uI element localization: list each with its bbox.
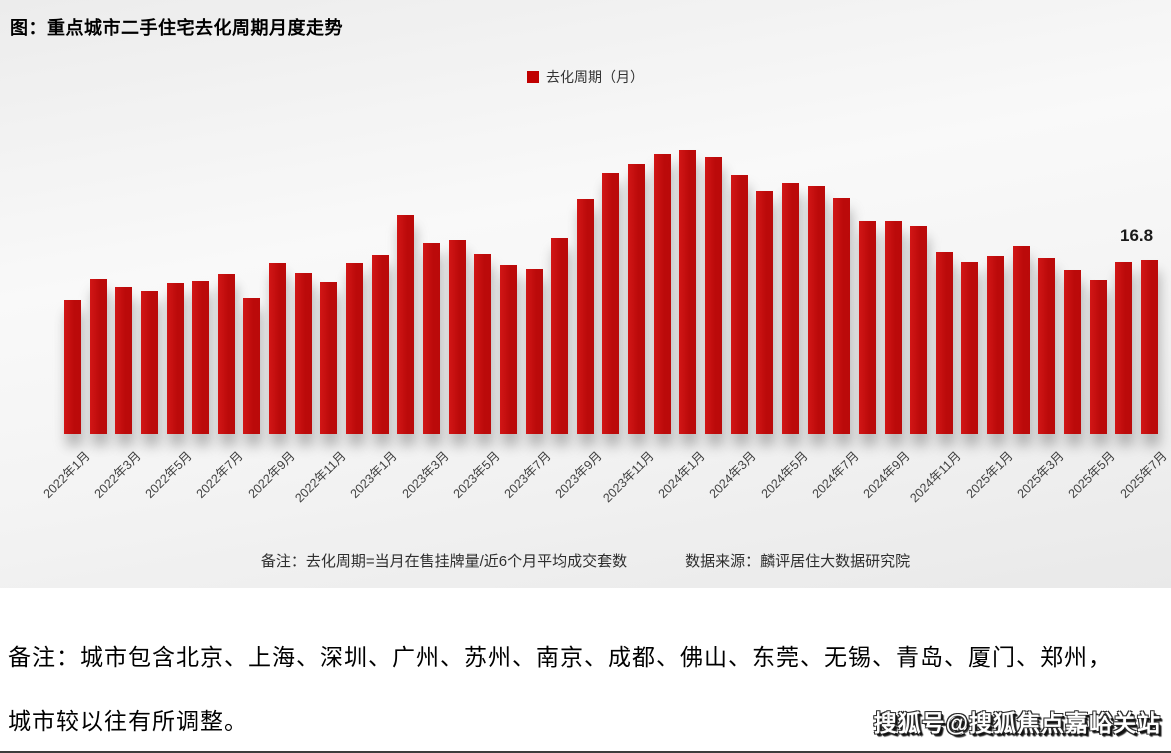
bar-2024年9月 [884, 221, 902, 434]
bar-2022年5月 [166, 283, 184, 434]
footnote-line2: 城市较以往有所调整。 [8, 709, 248, 734]
bar-2022年10月 [294, 273, 312, 434]
bar-2024年12月 [961, 262, 979, 434]
x-tick-label: 2025年5月 [1065, 448, 1118, 501]
chart-title: 图：重点城市二手住宅去化周期月度走势 [10, 18, 343, 38]
watermark: 搜狐号@搜狐焦点嘉峪关站 [873, 710, 1161, 736]
bar-2025年4月 [1063, 270, 1081, 434]
bar-2023年11月 [628, 164, 646, 434]
x-tick-label: 2025年1月 [963, 448, 1016, 501]
bar-2023年2月 [397, 215, 415, 434]
x-tick-label: 2024年3月 [706, 448, 759, 501]
bar-2023年6月 [499, 265, 517, 434]
bar-2023年1月 [371, 255, 389, 434]
x-tick-label: 2025年3月 [1014, 448, 1067, 501]
legend-color-swatch-icon [527, 71, 539, 83]
destocking-cycle-chart: 图：重点城市二手住宅去化周期月度走势 去化周期（月） 16.8 备注：去化周期=… [0, 0, 1171, 588]
last-value-label: 16.8 [1120, 226, 1154, 245]
legend-label: 去化周期（月） [546, 69, 644, 85]
x-tick-label: 2024年1月 [655, 448, 708, 501]
bar-2022年12月 [346, 263, 364, 434]
bar-2022年3月 [115, 287, 133, 434]
bar-2024年7月 [833, 198, 851, 434]
x-tick-label: 2023年5月 [450, 448, 503, 501]
footnote-line1: 备注：城市包含北京、上海、深圳、广州、苏州、南京、成都、佛山、东莞、无锡、青岛、… [8, 645, 1112, 670]
chart-notes: 备注：去化周期=当月在售挂牌量/近6个月平均成交套数 数据来源：麟评居住大数据研… [0, 550, 1171, 571]
bar-2022年6月 [192, 281, 210, 434]
bar-2024年1月 [679, 150, 697, 434]
bar-2023年8月 [551, 238, 569, 434]
x-tick-label: 2023年3月 [399, 448, 452, 501]
x-tick-label: 2022年5月 [142, 448, 195, 501]
x-tick-label: 2022年7月 [193, 448, 247, 501]
bar-2022年4月 [140, 291, 158, 434]
x-tick-label: 2022年1月 [40, 448, 93, 501]
x-tick-label: 2024年7月 [809, 448, 862, 501]
bar-2023年3月 [422, 243, 440, 434]
bar-2022年1月 [64, 300, 81, 434]
bars-container [64, 122, 1158, 434]
bar-2024年5月 [781, 183, 799, 434]
x-tick-label: 2024年11月 [907, 448, 965, 506]
x-tick-label: 2024年5月 [758, 448, 811, 501]
x-tick-label: 2022年3月 [91, 448, 144, 501]
bar-2022年8月 [243, 298, 261, 434]
bar-2022年2月 [89, 279, 107, 434]
bar-2022年9月 [269, 263, 287, 434]
bar-2025年6月 [1115, 262, 1133, 434]
bar-2024年11月 [935, 252, 953, 434]
bar-2024年3月 [730, 175, 748, 434]
bar-2024年8月 [858, 221, 876, 434]
bar-2023年9月 [576, 199, 594, 434]
note-definition: 备注：去化周期=当月在售挂牌量/近6个月平均成交套数 [260, 553, 628, 570]
x-tick-label: 2023年11月 [599, 448, 657, 506]
bar-2022年7月 [217, 274, 235, 434]
note-source: 数据来源：麟评居住大数据研究院 [685, 553, 911, 570]
bar-2024年4月 [756, 191, 774, 434]
bar-2024年6月 [807, 186, 825, 434]
bar-2024年2月 [705, 157, 723, 434]
x-tick-label: 2025年7月 [1117, 448, 1170, 501]
bar-2023年4月 [448, 240, 466, 434]
bar-2023年5月 [474, 254, 492, 434]
bar-2025年1月 [987, 256, 1005, 434]
bar-2022年11月 [320, 282, 338, 434]
x-tick-label: 2023年1月 [347, 448, 400, 501]
bar-2024年10月 [910, 226, 928, 434]
bar-2023年7月 [525, 269, 543, 434]
bar-2023年10月 [602, 173, 620, 434]
bar-2025年2月 [1012, 246, 1030, 434]
x-tick-label: 2022年11月 [292, 448, 349, 506]
x-tick-label: 2023年7月 [501, 448, 554, 501]
legend: 去化周期（月） [0, 67, 1171, 87]
bar-2025年3月 [1038, 258, 1056, 434]
bar-2023年12月 [653, 154, 671, 434]
footnote-section: 备注：城市包含北京、上海、深圳、广州、苏州、南京、成都、佛山、东莞、无锡、青岛、… [0, 588, 1171, 751]
bar-2025年7月 [1140, 260, 1158, 434]
bar-2025年5月 [1089, 280, 1107, 434]
